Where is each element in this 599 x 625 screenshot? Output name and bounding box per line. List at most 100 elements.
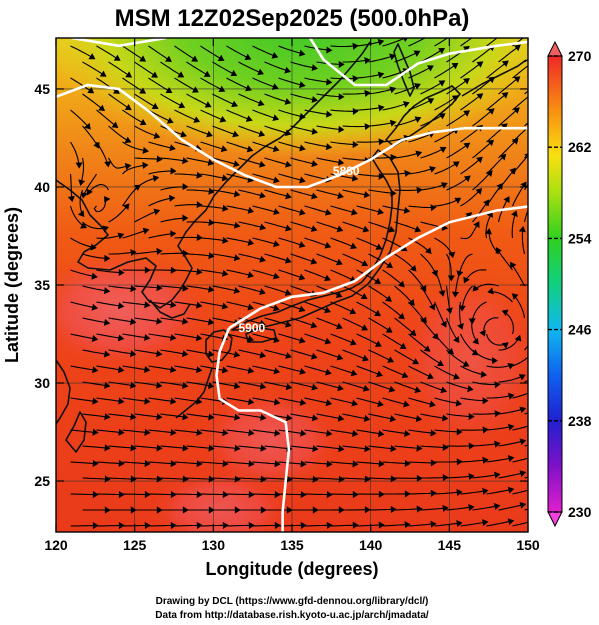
x-tick-label: 120 xyxy=(44,537,68,553)
streamline-arrowhead xyxy=(310,225,318,232)
streamline-arrowhead xyxy=(442,504,449,512)
streamline xyxy=(512,521,528,527)
streamline-arrowhead xyxy=(182,157,189,165)
streamline-arrowhead xyxy=(196,491,203,499)
plot-area: 5880 5900 xyxy=(55,37,529,533)
streamline-arrowhead xyxy=(337,384,344,392)
streamline-arrowhead xyxy=(156,284,163,292)
streamline-arrowhead xyxy=(430,520,437,528)
streamline-arrowhead xyxy=(311,414,319,422)
streamline-arrowhead xyxy=(220,145,228,153)
streamline-arrowhead xyxy=(170,167,177,175)
streamline-arrowhead xyxy=(350,369,358,377)
streamline-arrowhead xyxy=(519,501,527,509)
streamline-arrowhead xyxy=(130,350,137,358)
streamline-arrowhead xyxy=(248,491,255,499)
streamline-arrowhead xyxy=(130,318,137,326)
streamline-arrowhead xyxy=(335,258,343,266)
streamline-arrowhead xyxy=(274,429,281,437)
streamline-arrowhead xyxy=(401,371,409,379)
streamline-arrowhead xyxy=(208,252,215,260)
streamline-arrowhead xyxy=(113,54,121,61)
streamline-arrowhead xyxy=(511,293,519,300)
streamline-arrowhead xyxy=(390,444,397,453)
streamline-arrowhead xyxy=(362,384,370,392)
streamline-arrowhead xyxy=(118,366,125,374)
streamline-arrowhead xyxy=(363,191,371,199)
streamline-arrowhead xyxy=(273,176,280,184)
streamline-arrowhead xyxy=(234,413,241,421)
streamline-arrowhead xyxy=(456,520,463,528)
streamline-arrowhead xyxy=(103,318,111,326)
streamline-arrowhead xyxy=(487,287,494,295)
streamline-arrowhead xyxy=(488,76,495,84)
streamline-arrowhead xyxy=(300,491,307,499)
streamline xyxy=(523,208,528,223)
x-tick-label: 125 xyxy=(123,537,147,553)
streamline-arrowhead xyxy=(326,46,333,54)
x-axis-label: Longitude (degrees) xyxy=(205,559,378,579)
streamline-arrowhead xyxy=(299,144,306,152)
axis-ticks xyxy=(55,38,529,532)
streamline-arrowhead xyxy=(402,101,410,108)
streamline-arrowhead xyxy=(182,475,189,483)
streamline-arrowhead xyxy=(285,160,292,168)
streamline-arrowhead xyxy=(245,115,253,122)
streamline-arrowhead xyxy=(352,107,359,116)
streamline-arrowhead xyxy=(182,214,189,222)
streamline-arrowhead xyxy=(486,170,493,177)
streamline-arrowhead xyxy=(510,261,517,269)
streamline-arrowhead xyxy=(219,115,227,123)
streamline-arrowhead xyxy=(352,490,359,499)
streamline-arrowhead xyxy=(364,475,371,483)
streamline xyxy=(512,457,528,463)
streamline-arrowhead xyxy=(144,490,151,499)
streamline-arrowhead xyxy=(426,65,434,72)
streamline-arrowhead xyxy=(520,181,527,189)
streamline-arrowhead xyxy=(503,196,510,203)
streamline-arrowhead xyxy=(156,155,163,163)
streamline-arrowhead xyxy=(196,366,203,374)
x-tick-labels: 120 125 130 135 140 145 150 xyxy=(44,537,540,553)
streamline-arrowhead xyxy=(404,429,411,437)
streamline-arrowhead xyxy=(196,233,203,242)
streamline-arrowhead xyxy=(118,459,125,467)
streamline-arrowhead xyxy=(273,367,281,375)
streamline-arrowhead xyxy=(389,415,397,423)
colorbar-min-arrow xyxy=(547,511,563,528)
colorbar-ticks: 230 238 246 254 262 270 xyxy=(548,48,592,520)
streamline-arrowhead xyxy=(416,444,423,452)
streamline-arrowhead xyxy=(272,145,280,153)
contour-line-5880 xyxy=(56,83,528,189)
streamline-arrowhead xyxy=(284,129,292,137)
streamline-arrowhead xyxy=(170,397,177,405)
streamline-arrowhead xyxy=(274,491,281,499)
streamline-arrowhead xyxy=(169,194,176,202)
streamline-arrowhead xyxy=(416,186,423,194)
y-axis-label: Latitude (degrees) xyxy=(2,207,22,363)
streamline-arrowhead xyxy=(299,112,306,120)
streamline-arrowhead xyxy=(156,247,163,255)
streamline-arrowhead xyxy=(285,352,292,359)
streamline-arrowhead xyxy=(181,381,189,389)
streamline-arrowhead xyxy=(351,174,359,182)
streamline-arrowhead xyxy=(325,143,333,151)
streamline-arrowhead xyxy=(475,188,483,195)
streamline-arrowhead xyxy=(416,505,423,513)
streamline-arrowhead xyxy=(378,104,385,112)
streamline-arrowhead xyxy=(519,406,527,414)
streamline-arrowhead xyxy=(273,398,281,406)
streamline-arrowhead xyxy=(170,459,177,468)
streamline-arrowhead xyxy=(284,66,292,74)
streamline-arrowhead xyxy=(326,110,333,118)
streamline-arrowhead xyxy=(312,445,319,453)
coastline-taiwan xyxy=(65,411,87,453)
y-tick-label: 45 xyxy=(34,81,50,97)
streamline-arrowhead xyxy=(233,190,241,198)
streamline-arrowhead xyxy=(130,444,137,452)
streamline-arrowhead xyxy=(507,455,515,463)
streamline-arrowhead xyxy=(463,110,470,117)
streamline-arrowhead xyxy=(217,54,225,61)
streamline-arrowhead xyxy=(134,184,141,192)
streamline-arrowhead xyxy=(310,321,318,329)
